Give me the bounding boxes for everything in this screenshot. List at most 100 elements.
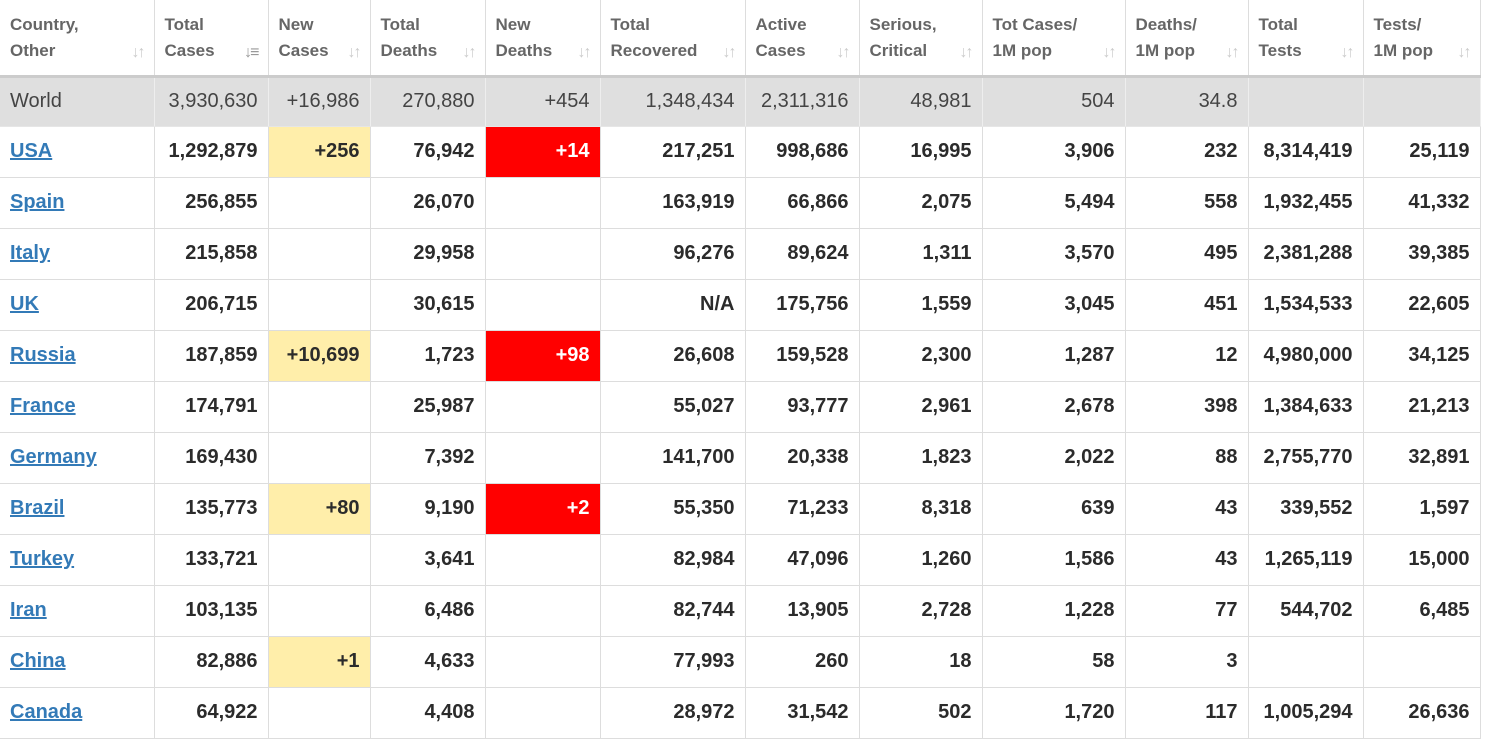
cell-total-deaths: 26,070 (369, 176, 486, 229)
world-cell-new-cases: +16,986 (267, 75, 371, 127)
cell-active-cases: 89,624 (744, 227, 860, 280)
cell-new-cases (267, 584, 371, 637)
table-row: Canada 64,922 4,408 28,972 31,542 502 1,720 117… (0, 686, 1481, 739)
cell-deaths-per-1m: 232 (1124, 125, 1249, 178)
sort-arrows-icon[interactable]: ↓↑ (1225, 43, 1240, 61)
cell-cases-per-1m: 3,906 (981, 125, 1126, 178)
cell-total-deaths: 3,641 (369, 533, 486, 586)
column-header-label-line2: Recovered (610, 41, 698, 60)
sort-arrows-icon[interactable]: ↓↑ (722, 43, 737, 61)
column-header-label-line1: Deaths/ (1135, 15, 1197, 34)
cell-total-tests: 544,702 (1247, 584, 1364, 637)
sort-arrows-icon[interactable]: ↓↑ (577, 43, 592, 61)
cell-total-recovered: 163,919 (599, 176, 746, 229)
cell-country: UK (0, 278, 155, 331)
country-link[interactable]: Iran (10, 599, 47, 621)
country-link[interactable]: France (10, 395, 76, 417)
cell-country: China (0, 635, 155, 688)
column-header-cases-per-1m[interactable]: Tot Cases/1M pop ↓↑ (981, 0, 1126, 78)
cell-new-deaths (484, 278, 601, 331)
country-link[interactable]: Russia (10, 344, 76, 366)
cell-new-deaths (484, 431, 601, 484)
sort-arrows-icon[interactable]: ↓↑ (347, 43, 362, 61)
sort-arrows-icon[interactable]: ↓↑ (1340, 43, 1355, 61)
cell-country: USA (0, 125, 155, 178)
column-header-label-line1: Total (164, 15, 204, 34)
cell-tests-per-1m: 21,213 (1362, 380, 1481, 433)
sort-arrows-icon[interactable]: ↓↑ (131, 43, 146, 61)
world-cell-total-recovered: 1,348,434 (599, 75, 746, 127)
country-link[interactable]: Spain (10, 191, 65, 213)
table-row: Germany 169,430 7,392 141,700 20,338 1,823 2,0… (0, 431, 1481, 484)
cell-total-cases: 206,715 (153, 278, 269, 331)
cell-new-deaths (484, 686, 601, 739)
column-header-label-line2: Deaths (380, 41, 438, 60)
cell-country: Russia (0, 329, 155, 382)
cell-cases-per-1m: 2,022 (981, 431, 1126, 484)
cell-total-deaths: 1,723 (369, 329, 486, 382)
cell-active-cases: 998,686 (744, 125, 860, 178)
country-link[interactable]: Germany (10, 446, 97, 468)
table-row: Iran 103,135 6,486 82,744 13,905 2,728 1,228 77… (0, 584, 1481, 637)
cell-deaths-per-1m: 88 (1124, 431, 1249, 484)
country-link[interactable]: Turkey (10, 548, 75, 570)
country-link[interactable]: Brazil (10, 497, 65, 519)
column-header-total-deaths[interactable]: Total Deaths ↓↑ (369, 0, 486, 78)
cell-country: Germany (0, 431, 155, 484)
country-link[interactable]: China (10, 650, 66, 672)
cell-country: Spain (0, 176, 155, 229)
world-total-row: World 3,930,630 +16,986 270,880 +454 1,348,43… (0, 75, 1481, 127)
table-row: China 82,886 +1 4,633 77,993 260 18 58 3 (0, 635, 1481, 688)
cell-total-tests: 1,534,533 (1247, 278, 1364, 331)
sort-arrows-icon[interactable]: ↓↑ (462, 43, 477, 61)
cell-total-cases: 1,292,879 (153, 125, 269, 178)
sort-arrows-icon[interactable]: ↓↑ (959, 43, 974, 61)
table-row: UK 206,715 30,615 N/A 175,756 1,559 3,045 451 1,… (0, 278, 1481, 331)
country-link[interactable]: Italy (10, 242, 51, 264)
column-header-tests-per-1m[interactable]: Tests/1M pop ↓↑ (1362, 0, 1481, 78)
cell-total-recovered: 141,700 (599, 431, 746, 484)
column-header-country[interactable]: Country, Other ↓↑ (0, 0, 155, 78)
cell-total-recovered: 217,251 (599, 125, 746, 178)
country-link[interactable]: USA (10, 140, 53, 162)
column-header-total-tests[interactable]: Total Tests ↓↑ (1247, 0, 1364, 78)
column-header-total-cases[interactable]: Total Cases ↓≡ (153, 0, 269, 78)
cell-cases-per-1m: 1,586 (981, 533, 1126, 586)
cell-deaths-per-1m: 451 (1124, 278, 1249, 331)
world-cell-new-deaths: +454 (484, 75, 601, 127)
cell-total-cases: 133,721 (153, 533, 269, 586)
column-header-label-line2: Cases (278, 41, 329, 60)
column-header-total-recovered[interactable]: Total Recovered ↓↑ (599, 0, 746, 78)
cell-cases-per-1m: 639 (981, 482, 1126, 535)
world-cell-cases-per-1m: 504 (981, 75, 1126, 127)
cell-cases-per-1m: 2,678 (981, 380, 1126, 433)
column-header-new-deaths[interactable]: New Deaths ↓↑ (484, 0, 601, 78)
world-cell-tests-per-1m (1362, 75, 1481, 127)
country-link[interactable]: UK (10, 293, 39, 315)
cell-total-deaths: 30,615 (369, 278, 486, 331)
sort-arrows-icon[interactable]: ↓↑ (1102, 43, 1117, 61)
cell-total-tests: 339,552 (1247, 482, 1364, 535)
cell-total-cases: 169,430 (153, 431, 269, 484)
sort-desc-icon[interactable]: ↓≡ (244, 43, 259, 61)
column-header-new-cases[interactable]: New Cases ↓↑ (267, 0, 371, 78)
column-header-serious-critical[interactable]: Serious, Critical ↓↑ (858, 0, 983, 78)
cell-active-cases: 260 (744, 635, 860, 688)
cell-new-cases (267, 278, 371, 331)
cell-deaths-per-1m: 558 (1124, 176, 1249, 229)
column-header-active-cases[interactable]: Active Cases ↓↑ (744, 0, 860, 78)
country-link[interactable]: Canada (10, 701, 83, 723)
cell-new-cases (267, 533, 371, 586)
cell-active-cases: 20,338 (744, 431, 860, 484)
column-header-deaths-per-1m[interactable]: Deaths/1M pop ↓↑ (1124, 0, 1249, 78)
cell-total-cases: 256,855 (153, 176, 269, 229)
sort-arrows-icon[interactable]: ↓↑ (1457, 43, 1472, 61)
table-row: Spain 256,855 26,070 163,919 66,866 2,075 5,49… (0, 176, 1481, 229)
cell-active-cases: 31,542 (744, 686, 860, 739)
world-cell-total-deaths: 270,880 (369, 75, 486, 127)
cell-total-tests: 1,005,294 (1247, 686, 1364, 739)
sort-arrows-icon[interactable]: ↓↑ (836, 43, 851, 61)
cell-total-cases: 187,859 (153, 329, 269, 382)
cell-new-deaths (484, 380, 601, 433)
